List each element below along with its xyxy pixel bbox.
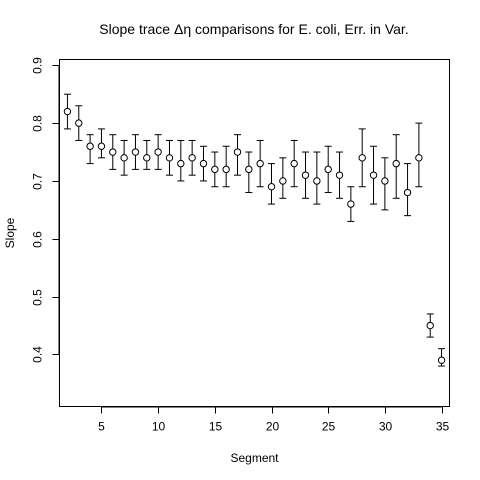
- x-tick-label: 35: [436, 420, 450, 434]
- data-point: [63, 93, 72, 130]
- data-point: [154, 134, 162, 170]
- y-axis: 0.4 0.5 0.6 0.7 0.8 0.9: [31, 57, 60, 363]
- point-marker: [426, 321, 434, 330]
- y-tick-label: 0.8: [31, 115, 45, 132]
- data-point: [335, 151, 344, 199]
- point-marker: [165, 154, 174, 162]
- point-marker: [131, 148, 140, 156]
- data-point: [324, 145, 332, 194]
- point-marker: [403, 188, 412, 197]
- point-marker: [381, 177, 389, 185]
- x-tick-label: 15: [209, 420, 223, 434]
- point-marker: [97, 142, 106, 150]
- x-tick-label: 5: [98, 420, 105, 434]
- point-marker: [86, 142, 94, 150]
- point-marker: [188, 154, 196, 162]
- x-tick-label: 10: [152, 420, 166, 434]
- point-marker: [290, 159, 298, 168]
- point-marker: [233, 148, 242, 156]
- data-point: [131, 134, 140, 170]
- x-tick-label: 20: [266, 420, 280, 434]
- y-tick-label: 0.6: [31, 231, 45, 248]
- data-point: [75, 105, 83, 141]
- point-marker: [154, 148, 162, 156]
- data-points: [63, 93, 446, 367]
- point-marker: [347, 200, 355, 208]
- data-point: [211, 151, 219, 188]
- point-marker: [177, 159, 185, 168]
- data-point: [301, 151, 310, 199]
- data-point: [86, 134, 94, 165]
- data-point: [426, 313, 434, 338]
- data-point: [290, 139, 298, 188]
- y-tick-label: 0.4: [31, 346, 45, 363]
- data-point: [347, 186, 355, 222]
- point-marker: [199, 159, 208, 168]
- point-marker: [301, 171, 310, 179]
- point-marker: [369, 171, 378, 179]
- data-point: [313, 151, 321, 205]
- point-marker: [245, 165, 253, 174]
- data-point: [403, 163, 412, 217]
- y-axis-label: Slope: [3, 217, 17, 248]
- data-point: [358, 128, 366, 188]
- data-point: [233, 134, 242, 176]
- point-marker: [75, 119, 83, 127]
- data-point: [109, 134, 117, 170]
- y-tick-label: 0.9: [31, 57, 45, 74]
- chart-title: Slope trace Δη comparisons for E. coli, …: [99, 21, 408, 37]
- data-point: [120, 139, 128, 176]
- data-point: [199, 145, 208, 182]
- data-point: [256, 139, 264, 188]
- data-point: [188, 139, 196, 176]
- data-point: [437, 348, 446, 367]
- point-marker: [143, 154, 151, 162]
- y-tick-label: 0.7: [31, 173, 45, 190]
- x-tick-label: 25: [322, 420, 336, 434]
- data-point: [165, 139, 174, 176]
- data-point: [143, 139, 151, 170]
- data-point: [267, 163, 276, 205]
- point-marker: [222, 165, 230, 174]
- point-marker: [109, 148, 117, 156]
- point-marker: [63, 107, 72, 116]
- point-marker: [313, 177, 321, 185]
- point-marker: [279, 177, 287, 185]
- point-marker: [415, 154, 423, 162]
- data-point: [97, 128, 106, 159]
- data-point: [222, 145, 230, 188]
- point-marker: [267, 183, 276, 191]
- data-point: [177, 139, 185, 182]
- y-tick-label: 0.5: [31, 289, 45, 306]
- data-point: [381, 157, 389, 211]
- data-point: [415, 122, 423, 188]
- data-point: [392, 134, 400, 199]
- point-marker: [120, 154, 128, 162]
- data-point: [369, 145, 378, 205]
- x-axis-label: Segment: [230, 451, 279, 465]
- point-marker: [437, 356, 446, 364]
- point-marker: [211, 165, 219, 174]
- x-tick-label: 30: [379, 420, 393, 434]
- point-marker: [324, 165, 332, 174]
- point-marker: [335, 171, 344, 179]
- point-marker: [256, 159, 264, 168]
- data-point: [245, 151, 253, 194]
- point-marker: [392, 159, 400, 168]
- x-axis: 5 10 15 20 25 30 35: [98, 406, 450, 434]
- point-marker: [358, 154, 366, 162]
- data-point: [279, 157, 287, 199]
